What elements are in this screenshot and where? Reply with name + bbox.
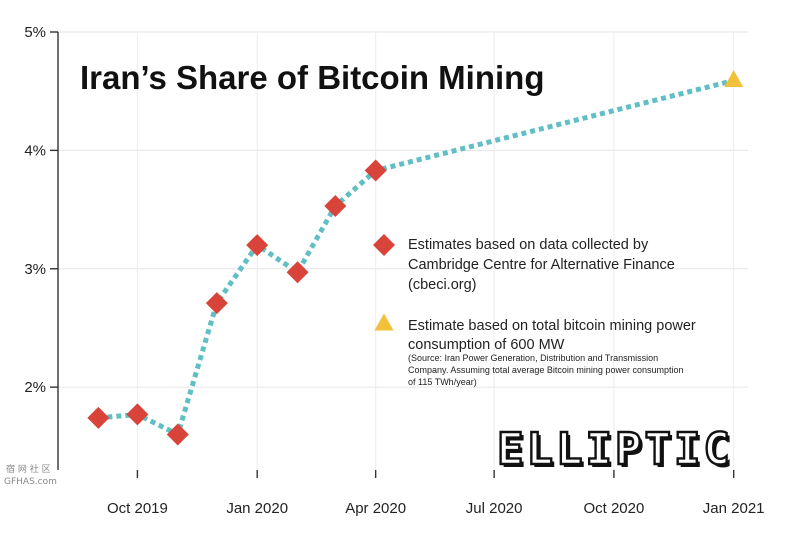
x-tick-label: Oct 2019 [107,500,168,517]
data-point-diamond [166,423,189,446]
legend-label: Cambridge Centre for Alternative Finance [408,257,675,273]
svg-text:宿 网 社 区: 宿 网 社 区 [6,463,51,475]
data-point-diamond [286,261,309,284]
legend-label: Estimates based on data collected by [408,237,649,253]
x-tick-label: Apr 2020 [345,500,406,517]
data-point-diamond [126,403,149,426]
x-tick-label: Jan 2020 [226,500,288,517]
svg-text:ELLIPTIC: ELLIPTIC [500,427,736,478]
svg-text:GFHAS.com: GFHAS.com [4,477,57,487]
x-tick-label: Oct 2020 [583,500,644,517]
legend-note: Company. Assuming total average Bitcoin … [408,365,683,375]
y-tick-label: 2% [24,379,46,396]
data-point-diamond [364,159,387,182]
data-point-diamond [324,195,347,218]
x-tick-label: Jan 2021 [703,500,765,517]
y-tick-label: 4% [24,142,46,159]
data-points [87,69,744,446]
svg-text:ELLIPTIC: ELLIPTIC [497,424,733,475]
x-axis-ticks: Oct 2019 Jan 2020 Apr 2020 Jul 2020 Oct 2020… [107,470,765,517]
legend-marker-diamond [373,234,395,256]
data-point-triangle [724,69,744,87]
legend-label: (cbeci.org) [408,277,477,293]
legend-note: of 115 TWh/year) [408,377,477,387]
legend-label: consumption of 600 MW [408,337,565,353]
legend-label: Estimate based on total bitcoin mining p… [408,318,696,334]
legend-note: (Source: Iran Power Generation, Distribu… [408,353,658,363]
y-tick-label: 5% [24,24,46,41]
y-axis-ticks: 2% 3% 4% 5% [24,24,58,396]
data-point-diamond [246,234,269,257]
legend-marker-triangle [374,313,394,331]
watermark: 宿 网 社 区 GFHAS.com [4,463,57,487]
legend: Estimates based on data collected by Camb… [373,234,696,387]
data-point-diamond [87,406,110,429]
chart-title: Iran’s Share of Bitcoin Mining [80,59,544,96]
x-tick-label: Jul 2020 [466,500,523,517]
y-tick-label: 3% [24,261,46,278]
elliptic-logo: ELLIPTIC ELLIPTIC [496,423,736,478]
data-point-diamond [205,292,228,315]
